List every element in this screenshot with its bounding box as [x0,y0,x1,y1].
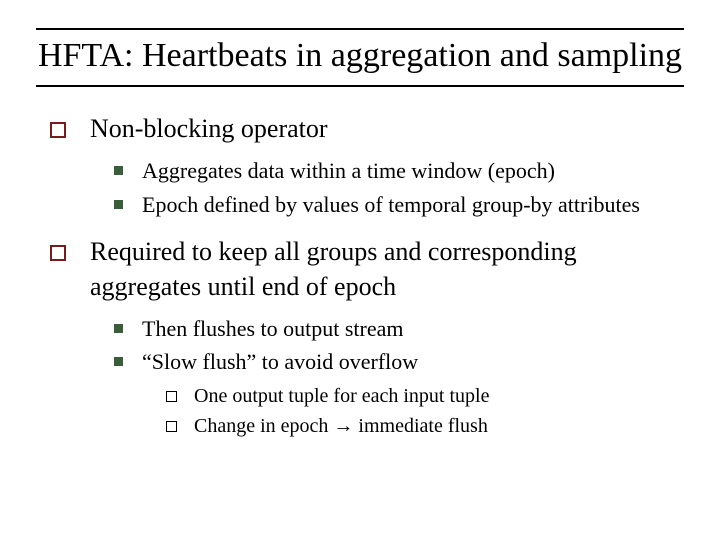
slide: HFTA: Heartbeats in aggregation and samp… [0,0,720,540]
list-item: Then flushes to output stream [90,314,684,344]
bullet-list-level2: Then flushes to output stream “Slow flus… [90,314,684,440]
list-item: “Slow flush” to avoid overflow One outpu… [90,347,684,440]
list-item-text: Then flushes to output stream [142,316,404,341]
list-item-text: “Slow flush” to avoid overflow [142,349,418,374]
list-item-text: One output tuple for each input tuple [194,385,489,407]
list-item-text: Epoch defined by values of temporal grou… [142,192,640,217]
bullet-list-level2: Aggregates data within a time window (ep… [90,156,684,219]
slide-title: HFTA: Heartbeats in aggregation and samp… [36,28,684,87]
list-item-text: Change in epoch → immediate flush [194,415,488,437]
bullet-list-level1: Non-blocking operator Aggregates data wi… [36,111,684,440]
list-item: Epoch defined by values of temporal grou… [90,190,684,220]
list-item: Change in epoch → immediate flush [142,413,684,440]
list-item: Required to keep all groups and correspo… [36,234,684,441]
list-item: One output tuple for each input tuple [142,383,684,410]
list-item-text: Required to keep all groups and correspo… [90,237,577,301]
list-item: Aggregates data within a time window (ep… [90,156,684,186]
list-item-text: Non-blocking operator [90,114,328,143]
list-item: Non-blocking operator Aggregates data wi… [36,111,684,219]
bullet-list-level3: One output tuple for each input tuple Ch… [142,383,684,440]
list-item-text: Aggregates data within a time window (ep… [142,158,555,183]
